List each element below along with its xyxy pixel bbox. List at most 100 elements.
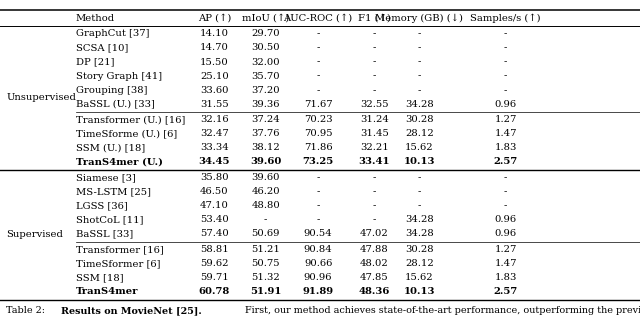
- Text: -: -: [417, 86, 421, 95]
- Text: BaSSL [33]: BaSSL [33]: [76, 229, 132, 239]
- Text: 28.12: 28.12: [405, 129, 433, 138]
- Text: -: -: [316, 86, 320, 95]
- Text: SSM [18]: SSM [18]: [76, 273, 123, 282]
- Text: 71.86: 71.86: [304, 143, 332, 152]
- Text: -: -: [504, 86, 508, 95]
- Text: -: -: [316, 173, 320, 182]
- Text: 60.78: 60.78: [199, 287, 230, 296]
- Text: 32.16: 32.16: [200, 115, 228, 124]
- Text: 31.24: 31.24: [360, 115, 389, 124]
- Text: -: -: [316, 187, 320, 196]
- Text: 37.76: 37.76: [252, 129, 280, 138]
- Text: 39.36: 39.36: [252, 100, 280, 109]
- Text: 48.36: 48.36: [358, 287, 390, 296]
- Text: F1 (↑): F1 (↑): [358, 14, 391, 23]
- Text: -: -: [372, 72, 376, 81]
- Text: 59.62: 59.62: [200, 259, 228, 268]
- Text: TranS4mer (U.): TranS4mer (U.): [76, 157, 163, 166]
- Text: 91.89: 91.89: [303, 287, 333, 296]
- Text: -: -: [372, 215, 376, 224]
- Text: 29.70: 29.70: [252, 29, 280, 39]
- Text: -: -: [372, 173, 376, 182]
- Text: 1.47: 1.47: [494, 259, 517, 268]
- Text: -: -: [417, 58, 421, 67]
- Text: 32.00: 32.00: [252, 58, 280, 67]
- Text: 32.21: 32.21: [360, 143, 388, 152]
- Text: 0.96: 0.96: [495, 215, 516, 224]
- Text: 50.75: 50.75: [252, 259, 280, 268]
- Text: 33.41: 33.41: [358, 157, 390, 166]
- Text: -: -: [504, 29, 508, 39]
- Text: TranS4mer: TranS4mer: [76, 287, 138, 296]
- Text: AP (↑): AP (↑): [198, 14, 231, 23]
- Text: 1.27: 1.27: [495, 245, 516, 254]
- Text: 10.13: 10.13: [403, 157, 435, 166]
- Text: 2.57: 2.57: [493, 287, 518, 296]
- Text: Unsupervised: Unsupervised: [6, 93, 76, 103]
- Text: 37.20: 37.20: [252, 86, 280, 95]
- Text: -: -: [316, 29, 320, 39]
- Text: 48.80: 48.80: [252, 201, 280, 210]
- Text: 38.12: 38.12: [252, 143, 280, 152]
- Text: 35.80: 35.80: [200, 173, 228, 182]
- Text: Samples/s (↑): Samples/s (↑): [470, 14, 541, 23]
- Text: 71.67: 71.67: [304, 100, 332, 109]
- Text: Siamese [3]: Siamese [3]: [76, 173, 136, 182]
- Text: -: -: [316, 215, 320, 224]
- Text: -: -: [504, 187, 508, 196]
- Text: ShotCoL [11]: ShotCoL [11]: [76, 215, 143, 224]
- Text: 30.50: 30.50: [252, 44, 280, 53]
- Text: -: -: [417, 201, 421, 210]
- Text: 50.69: 50.69: [252, 229, 280, 239]
- Text: 34.28: 34.28: [405, 229, 433, 239]
- Text: -: -: [417, 72, 421, 81]
- Text: SCSA [10]: SCSA [10]: [76, 44, 128, 53]
- Text: Results on MovieNet [25].: Results on MovieNet [25].: [61, 306, 202, 315]
- Text: 33.60: 33.60: [200, 86, 228, 95]
- Text: 25.10: 25.10: [200, 72, 228, 81]
- Text: 51.32: 51.32: [252, 273, 280, 282]
- Text: 32.55: 32.55: [360, 100, 388, 109]
- Text: SSM (U.) [18]: SSM (U.) [18]: [76, 143, 145, 152]
- Text: Transformer (U.) [16]: Transformer (U.) [16]: [76, 115, 185, 124]
- Text: 53.40: 53.40: [200, 215, 228, 224]
- Text: -: -: [372, 201, 376, 210]
- Text: Method: Method: [76, 14, 115, 23]
- Text: -: -: [417, 44, 421, 53]
- Text: 39.60: 39.60: [250, 157, 282, 166]
- Text: -: -: [504, 72, 508, 81]
- Text: -: -: [316, 44, 320, 53]
- Text: 59.71: 59.71: [200, 273, 228, 282]
- Text: 73.25: 73.25: [303, 157, 333, 166]
- Text: 32.47: 32.47: [200, 129, 228, 138]
- Text: 1.27: 1.27: [495, 115, 516, 124]
- Text: 34.45: 34.45: [198, 157, 230, 166]
- Text: 15.50: 15.50: [200, 58, 228, 67]
- Text: -: -: [417, 173, 421, 182]
- Text: -: -: [372, 86, 376, 95]
- Text: -: -: [372, 29, 376, 39]
- Text: 14.10: 14.10: [200, 29, 229, 39]
- Text: Grouping [38]: Grouping [38]: [76, 86, 147, 95]
- Text: TimeSforme (U.) [6]: TimeSforme (U.) [6]: [76, 129, 177, 138]
- Text: 90.66: 90.66: [304, 259, 332, 268]
- Text: 70.23: 70.23: [304, 115, 332, 124]
- Text: 46.50: 46.50: [200, 187, 228, 196]
- Text: 51.91: 51.91: [250, 287, 282, 296]
- Text: 30.28: 30.28: [405, 245, 433, 254]
- Text: -: -: [372, 58, 376, 67]
- Text: 34.28: 34.28: [405, 215, 433, 224]
- Text: 90.54: 90.54: [304, 229, 332, 239]
- Text: Memory (GB) (↓): Memory (GB) (↓): [375, 14, 463, 23]
- Text: 0.96: 0.96: [495, 229, 516, 239]
- Text: 30.28: 30.28: [405, 115, 433, 124]
- Text: -: -: [316, 201, 320, 210]
- Text: -: -: [504, 173, 508, 182]
- Text: -: -: [504, 201, 508, 210]
- Text: -: -: [504, 44, 508, 53]
- Text: 28.12: 28.12: [405, 259, 433, 268]
- Text: 1.83: 1.83: [495, 273, 516, 282]
- Text: 47.88: 47.88: [360, 245, 388, 254]
- Text: LGSS [36]: LGSS [36]: [76, 201, 127, 210]
- Text: 15.62: 15.62: [405, 143, 433, 152]
